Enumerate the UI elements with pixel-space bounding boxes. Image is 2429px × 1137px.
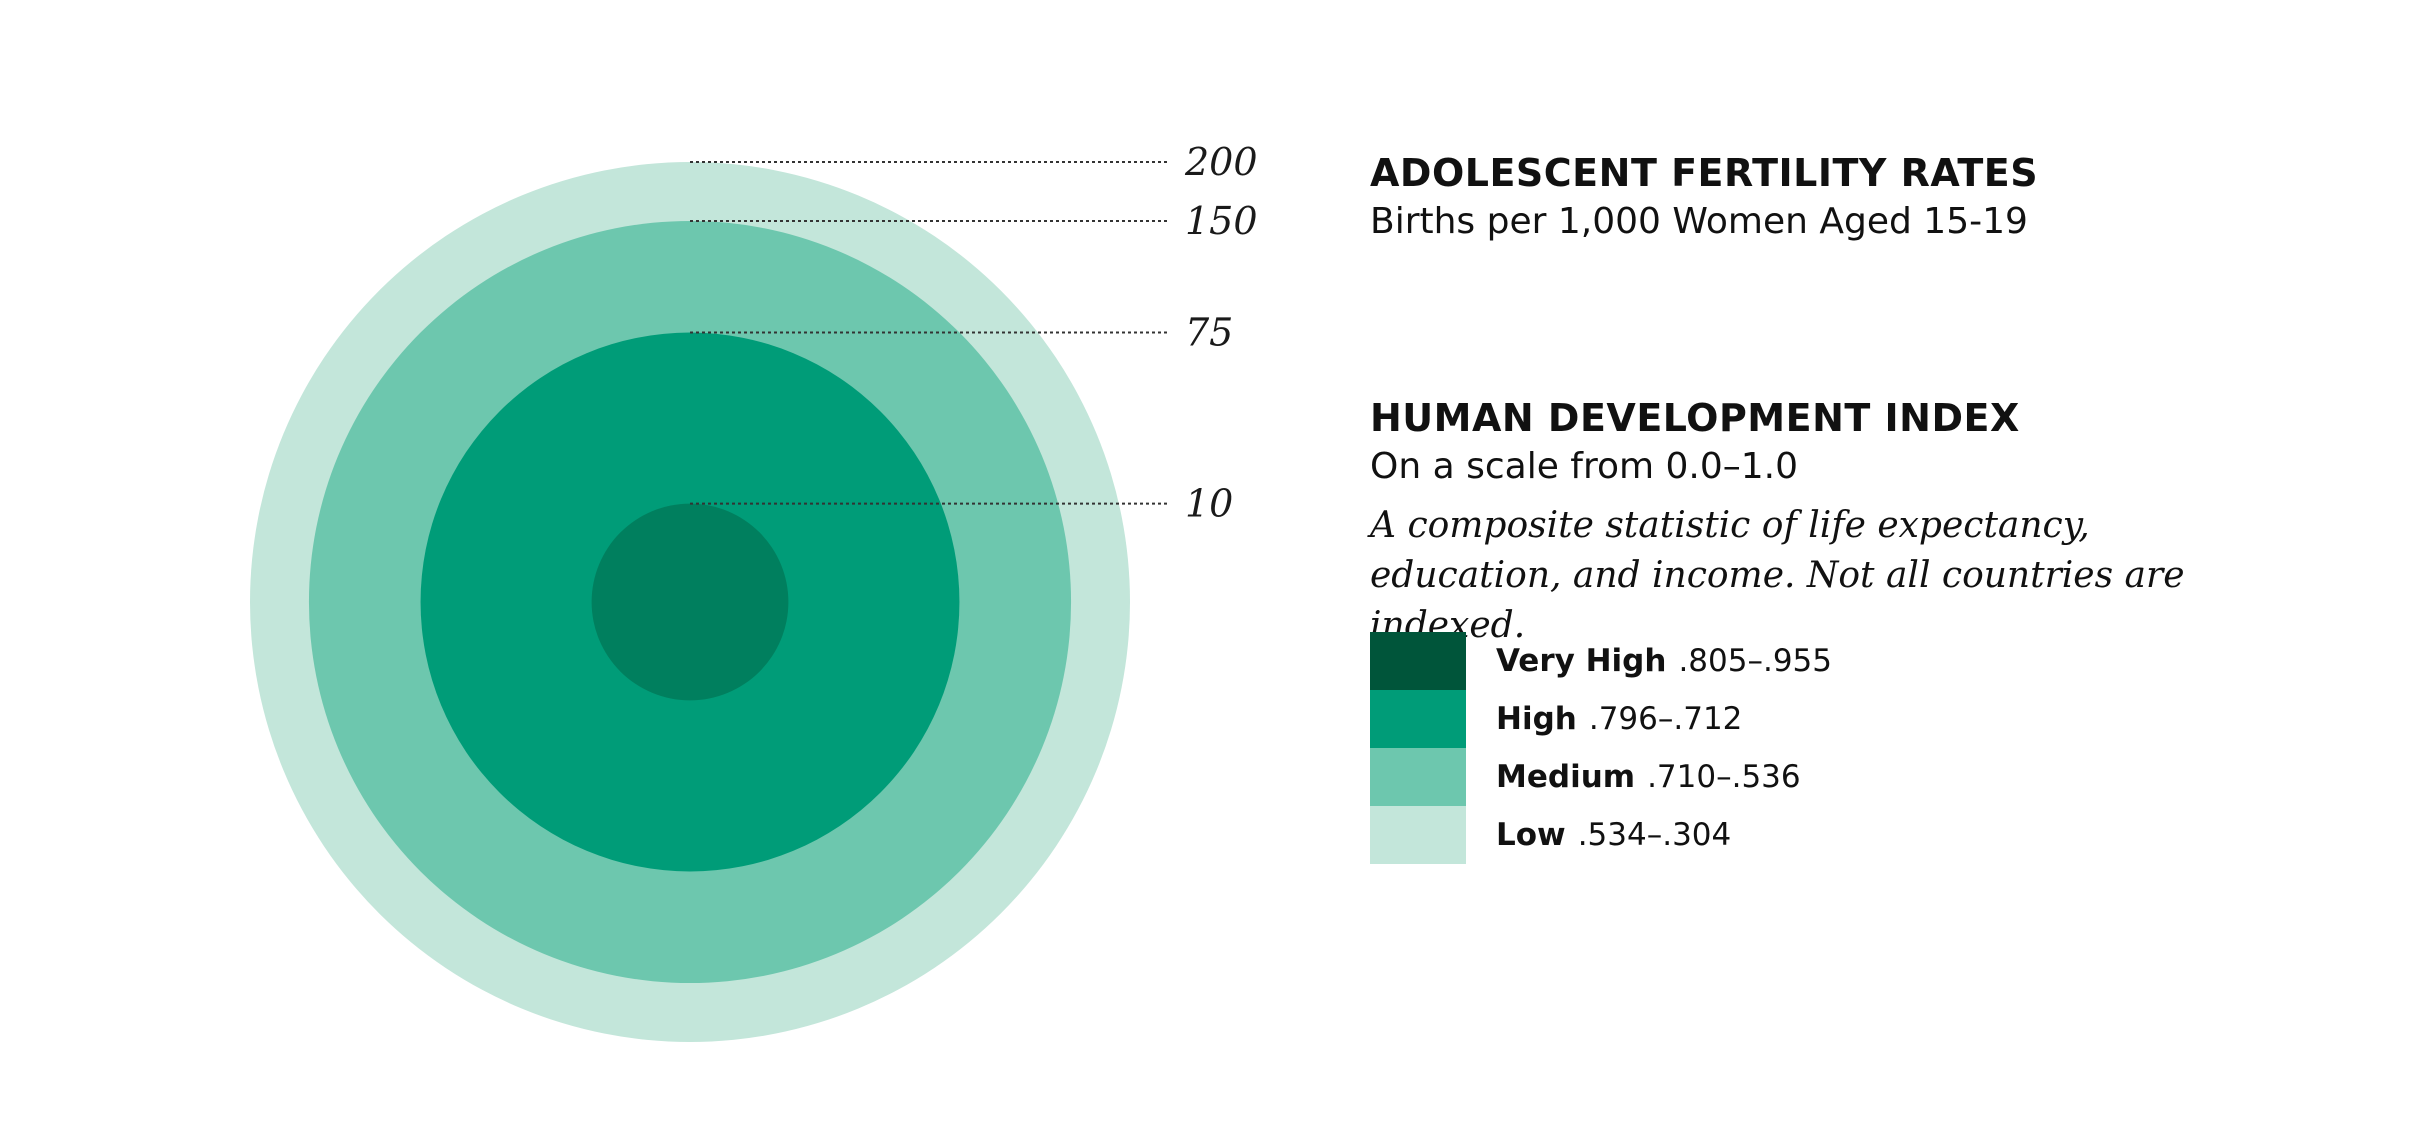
fertility-scale-chart: 200 150 75 10: [250, 140, 1258, 1042]
hdi-title: HUMAN DEVELOPMENT INDEX: [1370, 396, 2020, 440]
legend-range-medium: .710–.536: [1647, 759, 1801, 795]
fertility-section: ADOLESCENT FERTILITY RATES Births per 1,…: [1370, 150, 2370, 246]
scale-label-200: 200: [1184, 140, 1258, 184]
fertility-subtitle: Births per 1,000 Women Aged 15-19: [1370, 201, 2028, 242]
hdi-section: HUMAN DEVELOPMENT INDEX On a scale from …: [1370, 395, 2270, 651]
legend-range-low: .534–.304: [1577, 817, 1732, 853]
legend-label-high: High: [1496, 701, 1577, 737]
scale-label-150: 150: [1185, 199, 1258, 243]
legend-item-very-high: Very High .805–.955: [1370, 632, 1832, 690]
legend-range-high: .796–.712: [1588, 701, 1743, 737]
legend-swatch-low: [1370, 806, 1466, 864]
legend-swatch-medium: [1370, 748, 1466, 806]
hdi-subtitle: On a scale from 0.0–1.0: [1370, 446, 1799, 487]
fertility-title: ADOLESCENT FERTILITY RATES: [1370, 151, 2039, 195]
scale-label-75: 75: [1185, 311, 1233, 355]
legend-item-medium: Medium .710–.536: [1370, 748, 1832, 806]
legend-swatch-very-high: [1370, 632, 1466, 690]
hdi-description: A composite statistic of life expectancy…: [1370, 505, 2185, 646]
legend-label-very-high: Very High: [1496, 643, 1667, 679]
legend-range-very-high: .805–.955: [1678, 643, 1832, 679]
info-panel: ADOLESCENT FERTILITY RATES Births per 1,…: [1370, 150, 2370, 864]
scale-circle-10: [591, 503, 789, 701]
legend-label-medium: Medium: [1496, 759, 1636, 795]
legend-swatch-high: [1370, 690, 1466, 748]
legend-label-low: Low: [1496, 817, 1566, 853]
hdi-legend: Very High .805–.955 High .796–.712 Medium.…: [1370, 632, 1832, 864]
scale-label-10: 10: [1185, 482, 1233, 526]
legend-item-low: Low .534–.304: [1370, 806, 1832, 864]
legend-item-high: High .796–.712: [1370, 690, 1832, 748]
